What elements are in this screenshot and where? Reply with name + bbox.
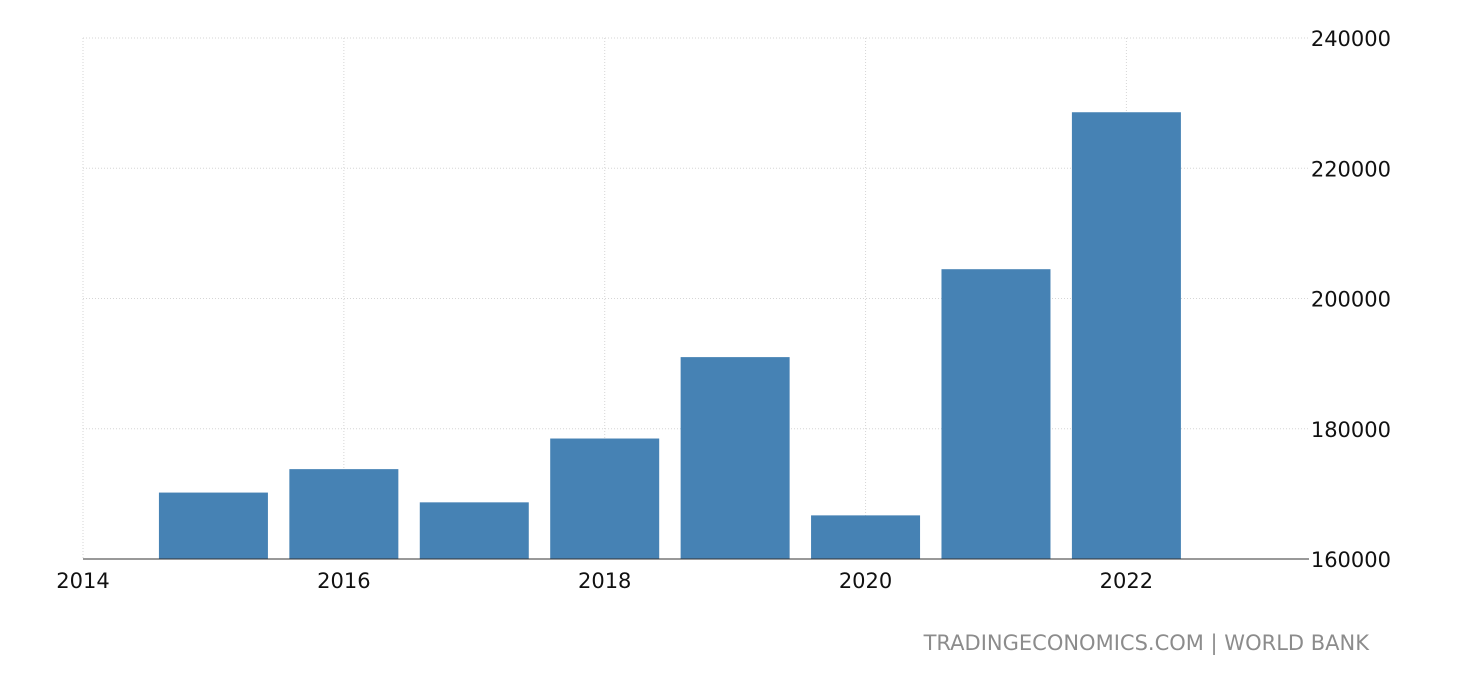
y-tick-label: 200000: [1311, 288, 1391, 312]
x-tick-label: 2020: [839, 569, 892, 593]
bar: [550, 438, 660, 559]
y-tick-label: 220000: [1311, 157, 1391, 181]
x-tick-label: 2022: [1100, 569, 1153, 593]
bar: [1071, 112, 1181, 560]
source-credit: TRADINGECONOMICS.COM | WORLD BANK: [923, 631, 1371, 656]
bar: [419, 502, 529, 559]
bar: [158, 492, 268, 559]
x-tick-label: 2016: [317, 569, 370, 593]
bar: [941, 269, 1051, 559]
y-axis-tick-labels: 160000 180000 200000 220000 240000: [1311, 27, 1391, 572]
x-tick-label: 2018: [578, 569, 631, 593]
y-tick-label: 240000: [1311, 27, 1391, 51]
y-tick-label: 160000: [1311, 548, 1391, 572]
x-tick-label: 2014: [56, 569, 109, 593]
bars: [158, 112, 1181, 560]
bar: [680, 357, 790, 559]
y-tick-label: 180000: [1311, 418, 1391, 442]
x-axis-tick-labels: 2014 2016 2018 2020 2022: [56, 569, 1153, 593]
bar: [811, 515, 921, 559]
bar: [289, 469, 399, 559]
